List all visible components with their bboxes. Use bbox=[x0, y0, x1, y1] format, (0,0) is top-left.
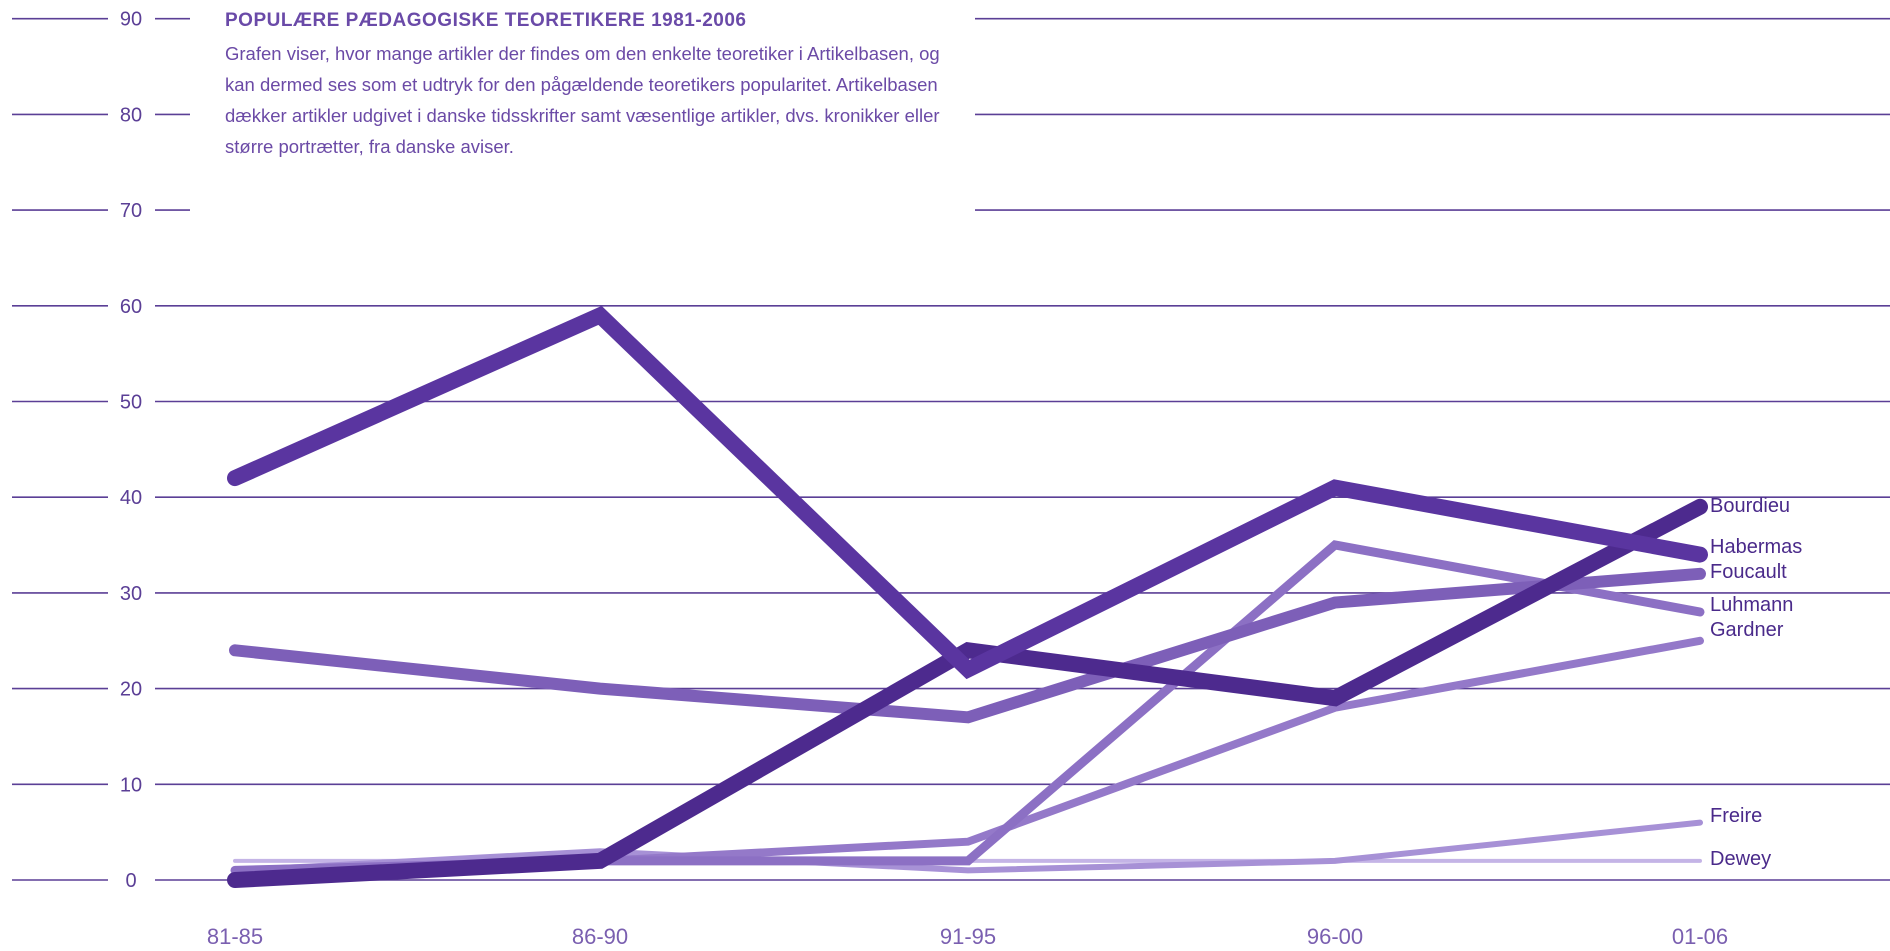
series-label-freire: Freire bbox=[1710, 805, 1762, 827]
x-axis-ticks: 81-85 86-90 91-95 96-00 01-06 bbox=[207, 924, 1728, 949]
series-line-foucault bbox=[229, 567, 1706, 724]
y-tick-label: 0 bbox=[125, 870, 136, 892]
series-line-freire bbox=[232, 819, 1703, 874]
x-tick-label: 96-00 bbox=[1307, 924, 1363, 949]
grid-lines bbox=[12, 17, 1890, 881]
y-tick-label: 60 bbox=[120, 296, 142, 318]
series-label-habermas: Habermas bbox=[1710, 536, 1802, 558]
series-labels: Habermas Bourdieu Foucault Luhmann Gardner Fr… bbox=[1710, 495, 1802, 870]
y-tick-label: 30 bbox=[120, 583, 142, 605]
y-tick-label: 10 bbox=[120, 774, 142, 796]
chart-title: POPULÆRE PÆDAGOGISKE TEORETIKERE 1981-20… bbox=[225, 10, 747, 31]
series-lines bbox=[227, 305, 1708, 888]
y-axis-ticks: 0 10 20 30 40 50 60 70 80 90 bbox=[120, 9, 142, 892]
y-tick-label: 40 bbox=[120, 487, 142, 509]
y-tick-label: 80 bbox=[120, 104, 142, 126]
series-label-dewey: Dewey bbox=[1710, 848, 1771, 870]
y-tick-label: 50 bbox=[120, 392, 142, 414]
series-label-foucault: Foucault bbox=[1710, 561, 1787, 583]
series-line-bourdieu bbox=[227, 498, 1708, 888]
chart-caption: POPULÆRE PÆDAGOGISKE TEORETIKERE 1981-20… bbox=[225, 10, 965, 162]
series-label-luhmann: Luhmann bbox=[1710, 594, 1793, 616]
series-label-bourdieu: Bourdieu bbox=[1710, 495, 1790, 517]
y-tick-label: 70 bbox=[120, 200, 142, 222]
x-tick-label: 01-06 bbox=[1672, 924, 1728, 949]
series-line-habermas bbox=[227, 305, 1708, 680]
x-tick-label: 86-90 bbox=[572, 924, 628, 949]
chart-description: Grafen viser, hvor mange artikler der fi… bbox=[225, 43, 940, 157]
y-tick-label: 90 bbox=[120, 9, 142, 31]
x-tick-label: 91-95 bbox=[940, 924, 996, 949]
x-tick-label: 81-85 bbox=[207, 924, 263, 949]
y-tick-label: 20 bbox=[120, 679, 142, 701]
series-label-gardner: Gardner bbox=[1710, 619, 1784, 641]
